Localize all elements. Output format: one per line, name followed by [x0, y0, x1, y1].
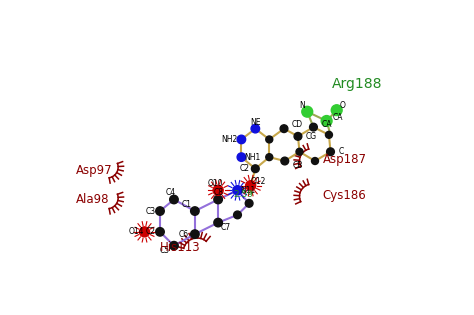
Text: Asp97: Asp97	[76, 164, 113, 177]
Text: C1: C1	[182, 200, 192, 209]
Circle shape	[214, 195, 222, 204]
Text: C6: C6	[179, 230, 189, 239]
Text: C5: C5	[160, 246, 170, 255]
Circle shape	[302, 106, 313, 117]
Text: O12: O12	[251, 176, 266, 186]
Text: His113: His113	[160, 241, 201, 254]
Text: Asp187: Asp187	[323, 153, 367, 166]
Circle shape	[191, 230, 199, 238]
Text: C7: C7	[221, 223, 231, 232]
Text: CG: CG	[306, 132, 317, 141]
Text: Ala98: Ala98	[76, 193, 110, 206]
Text: Cys186: Cys186	[323, 189, 366, 202]
Text: N11: N11	[241, 186, 256, 195]
Text: 2.59: 2.59	[234, 190, 254, 199]
Circle shape	[156, 207, 164, 215]
Circle shape	[251, 124, 260, 133]
Circle shape	[245, 199, 253, 207]
Circle shape	[266, 136, 273, 143]
Circle shape	[170, 242, 178, 250]
Text: NH1: NH1	[244, 153, 260, 162]
Text: O14: O14	[129, 227, 145, 236]
Circle shape	[139, 227, 149, 237]
Text: NE: NE	[250, 118, 261, 127]
Text: C2: C2	[239, 164, 249, 173]
Text: C8: C8	[213, 188, 223, 197]
Circle shape	[246, 180, 255, 191]
Circle shape	[233, 186, 242, 195]
Text: CD: CD	[292, 119, 303, 129]
Circle shape	[311, 158, 319, 164]
Text: NH2: NH2	[221, 135, 237, 144]
Circle shape	[266, 154, 273, 161]
Circle shape	[280, 125, 288, 133]
Text: O: O	[340, 101, 346, 110]
Circle shape	[213, 185, 223, 195]
Circle shape	[156, 228, 164, 236]
Text: Arg188: Arg188	[332, 77, 383, 91]
Circle shape	[331, 105, 342, 116]
Text: CB: CB	[292, 161, 303, 170]
Circle shape	[237, 135, 246, 144]
Text: O10: O10	[207, 179, 223, 188]
Circle shape	[237, 153, 246, 161]
Text: C2: C2	[146, 227, 155, 236]
Circle shape	[247, 183, 254, 189]
Circle shape	[327, 148, 334, 156]
Text: C3: C3	[146, 207, 156, 215]
Circle shape	[214, 218, 222, 227]
Circle shape	[310, 123, 317, 131]
Circle shape	[296, 148, 303, 155]
Circle shape	[251, 165, 259, 173]
Circle shape	[294, 133, 302, 140]
Circle shape	[191, 207, 199, 215]
Text: CA: CA	[333, 113, 343, 123]
Circle shape	[281, 157, 289, 165]
Circle shape	[234, 211, 241, 219]
Text: N: N	[300, 101, 305, 110]
Text: C: C	[338, 147, 344, 156]
Circle shape	[170, 195, 178, 204]
Circle shape	[321, 116, 332, 126]
Circle shape	[326, 131, 332, 138]
Text: CA: CA	[321, 119, 332, 129]
Text: C4: C4	[166, 188, 176, 197]
